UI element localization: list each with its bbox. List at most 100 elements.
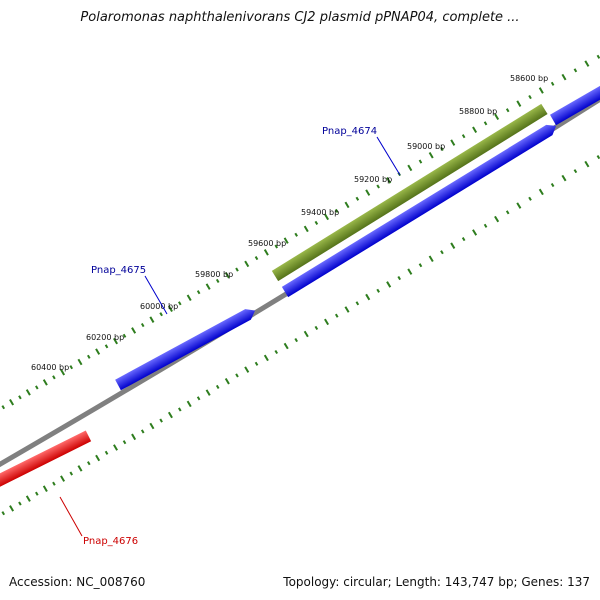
tick-mark bbox=[87, 354, 91, 359]
ruler-labels: 58600 bp 58800 bp 59000 bp 59200 bp 5940… bbox=[31, 74, 548, 372]
ruler-label: 60000 bp bbox=[140, 302, 178, 311]
tick-mark bbox=[52, 375, 56, 380]
ruler-label: 59600 bp bbox=[248, 239, 286, 248]
tick-mark bbox=[365, 293, 371, 301]
tick-mark bbox=[244, 366, 250, 373]
gene-pnap-4674[interactable] bbox=[271, 103, 548, 282]
tick-mark bbox=[494, 113, 500, 121]
tick-mark bbox=[450, 242, 456, 249]
tick-mark bbox=[355, 301, 360, 306]
gene-label-pnap-4674[interactable]: Pnap_4674 bbox=[322, 126, 377, 137]
tick-mark bbox=[274, 349, 279, 355]
tick-mark bbox=[224, 377, 230, 385]
tick-mark bbox=[461, 134, 466, 139]
tick-mark bbox=[294, 337, 298, 343]
tick-mark bbox=[69, 365, 74, 370]
tick-mark bbox=[344, 201, 350, 209]
tick-mark bbox=[25, 389, 31, 396]
tick-mark bbox=[167, 305, 173, 313]
tick-mark bbox=[303, 330, 309, 338]
tick-mark bbox=[274, 244, 279, 249]
tick-mark bbox=[440, 146, 444, 152]
tick-mark bbox=[386, 177, 392, 184]
tick-mark bbox=[186, 400, 192, 408]
tick-mark bbox=[131, 433, 137, 441]
tick-mark bbox=[35, 491, 39, 496]
tick-mark bbox=[407, 164, 413, 172]
tick-mark bbox=[596, 54, 600, 59]
tick-mark bbox=[355, 196, 360, 201]
tick-mark bbox=[314, 325, 319, 331]
tick-mark bbox=[60, 368, 66, 376]
tick-mark bbox=[167, 411, 173, 419]
tick-mark bbox=[461, 237, 466, 242]
tick-mark bbox=[77, 465, 83, 472]
tick-mark bbox=[159, 418, 163, 423]
tick-mark bbox=[18, 395, 22, 400]
tick-mark bbox=[215, 278, 220, 284]
map-title: Polaromonas naphthalenivorans CJ2 plasmi… bbox=[80, 10, 520, 25]
tick-mark bbox=[550, 81, 555, 86]
tick-mark bbox=[450, 139, 456, 146]
gene-pnap-4676[interactable] bbox=[0, 430, 92, 491]
tick-mark bbox=[224, 272, 230, 279]
tick-mark bbox=[472, 229, 478, 236]
tick-mark bbox=[254, 256, 259, 261]
ruler-label: 60400 bp bbox=[31, 363, 69, 372]
tick-mark bbox=[159, 312, 163, 317]
tick-mark bbox=[149, 422, 155, 430]
tick-mark bbox=[334, 208, 339, 213]
tick-mark bbox=[376, 288, 380, 293]
tick-mark bbox=[573, 68, 578, 73]
tick-mark bbox=[178, 301, 182, 306]
tick-mark bbox=[1, 511, 6, 516]
tick-mark bbox=[263, 249, 269, 256]
tick-mark bbox=[205, 283, 211, 290]
tick-mark bbox=[584, 60, 590, 67]
tick-mark bbox=[294, 232, 298, 237]
gene-forward-right[interactable] bbox=[281, 121, 559, 298]
tick-mark bbox=[104, 344, 109, 349]
tick-mark bbox=[52, 481, 56, 486]
gene-forward-topright[interactable] bbox=[550, 79, 600, 126]
tick-mark bbox=[131, 327, 137, 334]
gene-label-pnap-4675[interactable]: Pnap_4675 bbox=[91, 265, 146, 276]
gene-label-pnap-4676[interactable]: Pnap_4676 bbox=[83, 536, 138, 547]
tick-mark bbox=[561, 73, 567, 81]
tick-mark bbox=[140, 429, 145, 434]
tick-mark bbox=[235, 267, 239, 272]
tick-mark bbox=[344, 306, 350, 313]
outer-tick-ring bbox=[1, 54, 600, 410]
tick-mark bbox=[18, 501, 22, 506]
tick-mark bbox=[528, 95, 532, 100]
tick-mark bbox=[440, 250, 444, 255]
tick-mark bbox=[104, 450, 109, 455]
tick-mark bbox=[483, 121, 488, 126]
tick-mark bbox=[505, 108, 510, 113]
leader-line-pnap-4675 bbox=[144, 275, 168, 315]
tick-mark bbox=[196, 396, 201, 401]
tick-mark bbox=[584, 160, 590, 168]
tick-mark bbox=[95, 454, 101, 462]
tick-mark bbox=[35, 385, 39, 390]
tick-mark bbox=[516, 202, 522, 209]
tick-mark bbox=[472, 126, 478, 134]
tick-mark bbox=[113, 444, 119, 451]
tick-mark bbox=[113, 337, 118, 345]
genome-summary-text: Topology: circular; Length: 143,747 bp; … bbox=[283, 575, 590, 589]
ruler-label: 58600 bp bbox=[510, 74, 548, 83]
gene-pnap-4675[interactable] bbox=[115, 305, 258, 391]
tick-mark bbox=[95, 348, 101, 355]
tick-mark bbox=[122, 440, 127, 445]
tick-mark bbox=[25, 495, 31, 502]
inner-tick-ring bbox=[1, 155, 600, 516]
tick-mark bbox=[215, 384, 220, 389]
tick-mark bbox=[538, 188, 544, 196]
tick-mark bbox=[418, 159, 423, 164]
ruler-label: 58800 bp bbox=[459, 107, 497, 116]
tick-mark bbox=[365, 189, 371, 196]
tick-mark bbox=[573, 169, 578, 174]
tick-mark bbox=[283, 237, 289, 244]
tick-mark bbox=[550, 182, 555, 188]
